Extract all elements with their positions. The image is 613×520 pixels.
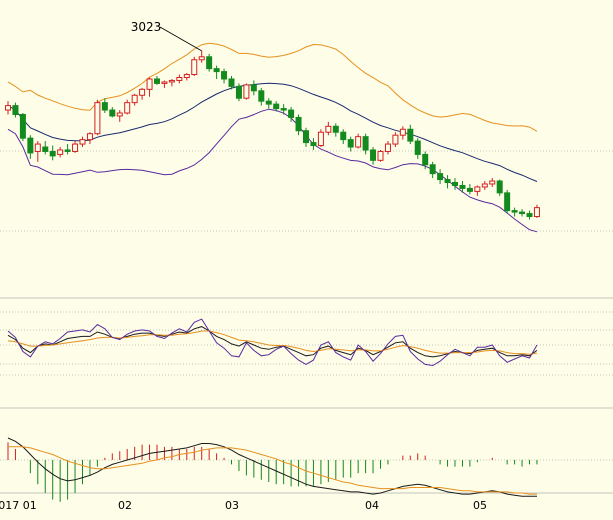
candle-body-42 [317,131,324,147]
candle-body-32 [243,84,250,99]
candle-body-64 [481,183,488,188]
candle-body-69 [519,211,526,215]
candle-body-70 [526,213,533,218]
candle-body-60 [452,182,458,186]
candle-body-71 [533,207,540,218]
kdj-panel[interactable] [7,318,538,367]
candle-body-34 [258,90,265,102]
candle-body-19 [146,78,153,90]
candle-body-16 [124,102,131,114]
candle-body-38 [288,109,295,118]
x-tick-label-apr: 04 [365,499,379,512]
candle-body-52 [392,134,399,145]
candle-body-43 [325,125,332,133]
candle-body-50 [377,150,384,161]
candle-body-18 [139,88,146,96]
candle-body-66 [496,180,503,194]
candle-body-35 [265,100,272,105]
candle-body-6 [49,150,56,157]
candle-body-47 [355,136,362,148]
candle-body-57 [429,164,436,175]
candle-body-29 [221,71,228,80]
candle-body-65 [489,180,496,185]
candle-body-61 [459,184,466,189]
price-panel[interactable] [5,26,540,233]
candle-body-12 [94,102,101,135]
peak-price-annotation: 3023 [131,20,162,34]
candle-body-21 [161,81,168,84]
candle-body-22 [168,79,175,83]
candle-body-40 [303,130,309,144]
boll-upper-line [7,42,538,132]
candle-body-68 [511,210,518,213]
candle-body-54 [407,128,414,142]
candle-body-46 [347,139,354,148]
candle-body-67 [504,192,511,212]
candle-body-51 [384,143,391,152]
candle-body-7 [57,149,64,155]
macd-dea-line [8,446,537,495]
boll-lower-line [7,108,538,233]
candle-body-39 [295,116,302,132]
candle-body-11 [86,133,93,141]
candle-body-63 [474,186,481,192]
candle-body-31 [235,85,242,99]
candle-body-4 [34,143,41,152]
macd-dif-line [7,437,537,497]
macd-panel[interactable] [7,437,538,502]
candle-body-13 [101,102,108,111]
candle-body-3 [27,137,34,154]
candle-body-53 [399,128,406,136]
candle-body-45 [340,131,347,141]
candle-body-62 [466,187,473,192]
x-tick-label-may: 05 [473,499,487,512]
candle-body-49 [370,149,377,161]
candle-body-10 [79,139,86,145]
candle-body-15 [116,112,123,117]
candle-body-0 [5,105,11,111]
candle-body-20 [154,78,160,84]
x-axis: 2017 01 02 03 04 05 [0,499,487,512]
candle-body-24 [183,74,190,79]
candle-body-9 [72,143,79,152]
candle-body-30 [228,78,235,87]
candle-body-59 [444,179,451,184]
candle-body-2 [19,113,26,139]
candle-body-1 [12,105,19,115]
candle-body-5 [42,146,49,152]
candle-body-33 [250,84,257,92]
peak-leader-line [159,26,202,52]
x-tick-label-mar: 03 [225,499,239,512]
kdj-d-line [7,330,538,355]
candle-body-25 [191,59,198,76]
candle-body-36 [273,103,280,110]
x-tick-label-feb: 02 [118,499,132,512]
boll-mid-line [7,82,538,182]
grid-lines [0,150,613,494]
candle-body-41 [310,142,317,147]
candle-body-8 [64,149,71,152]
kdj-j-line [7,318,538,367]
candle-body-28 [213,68,220,73]
candle-body-14 [109,109,116,117]
candle-body-55 [414,140,421,155]
candle-body-44 [332,125,339,133]
candle-body-17 [131,94,138,104]
candle-body-26 [198,56,205,61]
candle-body-27 [206,56,213,70]
candle-body-56 [422,153,429,166]
candle-body-37 [280,108,287,111]
candle-body-23 [176,77,183,81]
x-tick-label-jan: 2017 01 [0,499,37,512]
candle-body-58 [437,173,444,181]
candle-body-48 [362,136,369,151]
